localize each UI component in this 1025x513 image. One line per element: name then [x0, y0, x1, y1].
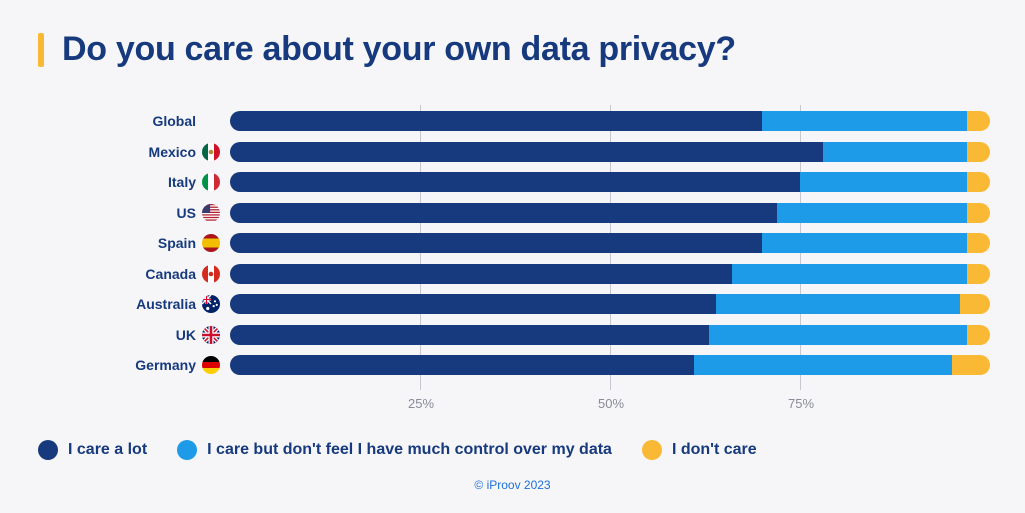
axis-tick-label: 75% [788, 396, 814, 411]
stacked-bar [230, 142, 990, 162]
ca-flag-icon [202, 265, 220, 283]
chart-row: Australia [230, 293, 990, 315]
de-flag-icon [202, 356, 220, 374]
stacked-bar [230, 172, 990, 192]
row-label: Australia [136, 293, 196, 315]
bar-segment-care_a_lot [230, 294, 716, 314]
row-label: Germany [135, 354, 196, 376]
us-flag-icon [202, 204, 220, 222]
bar-segment-care_a_lot [230, 203, 777, 223]
stacked-bar [230, 203, 990, 223]
stacked-bar [230, 264, 990, 284]
row-label: Global [152, 110, 196, 132]
bar-segment-care_no_control [762, 233, 967, 253]
uk-flag-icon [202, 326, 220, 344]
bar-segment-dont_care [967, 325, 990, 345]
bar-segment-care_no_control [823, 142, 967, 162]
legend-item-dont_care: I don't care [642, 440, 757, 460]
stacked-bar [230, 111, 990, 131]
legend-label: I care a lot [68, 441, 147, 459]
bar-segment-care_a_lot [230, 355, 694, 375]
bar-segment-dont_care [967, 142, 990, 162]
page-title: Do you care about your own data privacy? [62, 30, 736, 69]
row-label: US [177, 202, 196, 224]
bar-segment-care_a_lot [230, 233, 762, 253]
legend-label: I care but don't feel I have much contro… [207, 441, 612, 459]
row-label: Canada [145, 263, 196, 285]
chart-row: Mexico [230, 141, 990, 163]
legend-item-care_a_lot: I care a lot [38, 440, 147, 460]
legend-label: I don't care [672, 441, 757, 459]
chart-row: Germany [230, 354, 990, 376]
chart: 25%50%75%GlobalMexicoItalyUSSpainCanadaA… [120, 110, 990, 376]
row-label: Mexico [149, 141, 196, 163]
row-label: Spain [158, 232, 196, 254]
stacked-bar [230, 325, 990, 345]
mx-flag-icon [202, 143, 220, 161]
bar-segment-care_no_control [709, 325, 967, 345]
legend: I care a lot I care but don't feel I have… [38, 440, 988, 460]
bar-segment-dont_care [967, 203, 990, 223]
bar-segment-care_a_lot [230, 325, 709, 345]
chart-row: UK [230, 324, 990, 346]
chart-row: Global [230, 110, 990, 132]
bar-segment-care_a_lot [230, 172, 800, 192]
bar-segment-care_no_control [716, 294, 959, 314]
title-wrap: Do you care about your own data privacy? [38, 30, 736, 69]
bar-segment-dont_care [960, 294, 990, 314]
au-flag-icon [202, 295, 220, 313]
bar-segment-care_no_control [762, 111, 967, 131]
chart-row: Spain [230, 232, 990, 254]
bar-segment-care_a_lot [230, 142, 823, 162]
bar-segment-care_a_lot [230, 264, 732, 284]
bar-segment-care_no_control [694, 355, 952, 375]
chart-row: Italy [230, 171, 990, 193]
chart-plot: 25%50%75%GlobalMexicoItalyUSSpainCanadaA… [230, 110, 990, 376]
es-flag-icon [202, 234, 220, 252]
row-label: UK [176, 324, 196, 346]
stacked-bar [230, 233, 990, 253]
credit-line: © iProov 2023 [0, 478, 1025, 492]
bar-segment-dont_care [967, 111, 990, 131]
bar-segment-care_no_control [732, 264, 968, 284]
bar-segment-dont_care [967, 233, 990, 253]
it-flag-icon [202, 173, 220, 191]
chart-row: Canada [230, 263, 990, 285]
legend-item-care_no_control: I care but don't feel I have much contro… [177, 440, 612, 460]
bar-segment-dont_care [967, 264, 990, 284]
row-label: Italy [168, 171, 196, 193]
stacked-bar [230, 355, 990, 375]
stacked-bar [230, 294, 990, 314]
title-accent-bar [38, 33, 44, 67]
bar-segment-care_a_lot [230, 111, 762, 131]
bar-segment-care_no_control [777, 203, 967, 223]
bar-segment-dont_care [967, 172, 990, 192]
legend-swatch [177, 440, 197, 460]
axis-tick-label: 25% [408, 396, 434, 411]
bar-segment-dont_care [952, 355, 990, 375]
bar-segment-care_no_control [800, 172, 967, 192]
axis-tick-label: 50% [598, 396, 624, 411]
legend-swatch [38, 440, 58, 460]
legend-swatch [642, 440, 662, 460]
chart-row: US [230, 202, 990, 224]
